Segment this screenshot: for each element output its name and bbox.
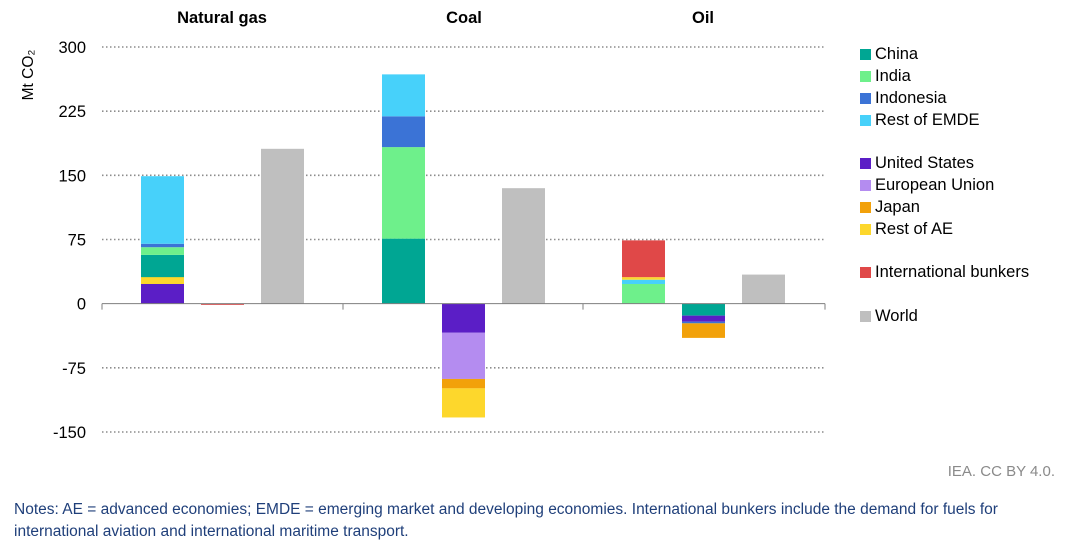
chart: 300 225 150 75 0 -75 -150 Mt CO₂ Natural gas Coal…	[20, 9, 826, 442]
y-tick-label: 0	[77, 296, 86, 314]
legend-swatch	[860, 92, 871, 104]
bar-segment-china	[682, 303, 725, 316]
bar-segment-indonesia	[141, 243, 184, 248]
legend-label: World	[875, 306, 918, 325]
legend-label: India	[875, 66, 911, 85]
bar-segment-rest-of-ae	[141, 277, 184, 284]
bar-segment-japan	[682, 323, 725, 338]
legend-item-world: World	[860, 306, 918, 326]
legend-item-china: China	[860, 44, 918, 64]
group-title: Coal	[446, 9, 482, 27]
y-axis-label: Mt CO₂	[20, 50, 37, 101]
legend-swatch	[860, 48, 871, 60]
legend-label: Rest of AE	[875, 219, 953, 238]
y-tick-label: -75	[62, 360, 86, 378]
legend-item-european-union: European Union	[860, 175, 994, 195]
bar-segment-world	[502, 188, 545, 304]
bar-segment-international-bunkers	[201, 303, 244, 305]
bar-segment-united-states	[442, 303, 485, 333]
y-tick-label: 150	[58, 167, 86, 185]
legend-swatch	[860, 70, 871, 82]
y-tick-label: 225	[58, 103, 86, 121]
legend-item-japan: Japan	[860, 197, 920, 217]
legend-swatch	[860, 179, 871, 191]
bar-segment-world	[742, 274, 785, 304]
legend-label: China	[875, 44, 919, 63]
bar-segment-united-states	[682, 315, 725, 322]
legend-swatch	[860, 201, 871, 213]
legend-label: European Union	[875, 175, 995, 194]
bar-segment-european-union	[442, 332, 485, 379]
legend-item-international-bunkers: International bunkers	[860, 262, 1029, 282]
group-title: Oil	[692, 9, 714, 27]
y-tick-label: 75	[68, 232, 86, 250]
legend-item-rest-of-emde: Rest of EMDE	[860, 110, 980, 130]
bar-segment-rest-of-emde	[141, 176, 184, 244]
bar-segment-japan	[442, 378, 485, 389]
legend-swatch	[860, 157, 871, 169]
bar-segment-world	[261, 148, 304, 304]
legend-item-indonesia: Indonesia	[860, 88, 947, 108]
legend-item-united-states: United States	[860, 153, 974, 173]
bar-segment-rest-of-emde	[382, 74, 425, 117]
notes-text: Notes: AE = advanced economies; EMDE = e…	[14, 501, 998, 540]
bar-segment-indonesia	[682, 321, 725, 324]
y-tick-label: -150	[53, 424, 86, 442]
bar-segment-rest-of-ae	[622, 277, 665, 280]
bar-segment-rest-of-ae	[442, 388, 485, 418]
legend-label: United States	[875, 153, 975, 172]
group-title: Natural gas	[177, 9, 267, 27]
legend-label: Rest of EMDE	[875, 110, 980, 129]
bar-segment-china	[382, 238, 425, 304]
legend-swatch	[860, 223, 871, 235]
legend-item-rest-of-ae: Rest of AE	[860, 219, 953, 239]
bar-segment-india	[622, 283, 665, 304]
legend-swatch	[860, 114, 871, 126]
legend-swatch	[860, 310, 871, 322]
bar-segment-indonesia	[382, 116, 425, 148]
y-tick-label: 300	[58, 39, 86, 57]
legend-swatch	[860, 266, 871, 278]
legend-label: Japan	[875, 197, 920, 216]
bar-segment-rest-of-emde	[622, 279, 665, 284]
bar-segment-india	[141, 247, 184, 255]
legend-label: International bunkers	[875, 262, 1030, 281]
legend-item-india: India	[860, 66, 911, 86]
legend-label: Indonesia	[875, 88, 947, 107]
bar-segment-india	[382, 147, 425, 239]
credit-text: IEA. CC BY 4.0.	[947, 463, 1055, 480]
bar-segment-united-states	[141, 283, 184, 304]
bar-segment-international-bunkers	[622, 240, 665, 278]
